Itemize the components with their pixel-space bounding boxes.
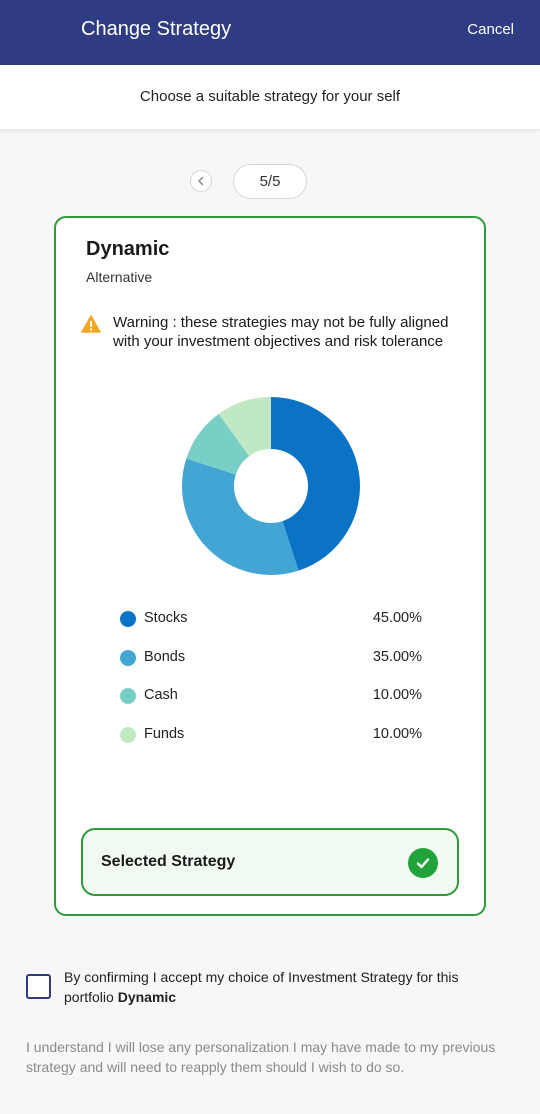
chevron-left-icon	[198, 176, 204, 186]
legend-value: 35.00%	[372, 648, 422, 665]
legend-label: Stocks	[144, 610, 188, 626]
cancel-button[interactable]: Cancel	[467, 21, 514, 38]
legend-item-funds: Funds 10.00%	[120, 724, 422, 763]
confirm-checkbox[interactable]	[26, 974, 51, 999]
legend-swatch	[120, 649, 136, 666]
legend-label: Funds	[144, 725, 185, 742]
confirm-strategy-name: Dynamic	[117, 988, 177, 1005]
legend-value: 10.00%	[372, 725, 422, 742]
warning-text: Warning : these strategies may not be fu…	[113, 314, 449, 350]
strategy-name: Dynamic	[86, 238, 170, 260]
legend-swatch	[120, 611, 136, 627]
page-title: Change Strategy	[81, 18, 232, 40]
selected-strategy-label: Selected Strategy	[101, 853, 236, 870]
legend-item-stocks: Stocks 45.00%	[120, 608, 422, 647]
donut-slice-stocks	[271, 397, 360, 571]
confirm-text[interactable]: By confirming I accept my choice of Inve…	[64, 968, 504, 1007]
legend-value: 45.00%	[372, 610, 422, 626]
subheader-text: Choose a suitable strategy for your self	[139, 88, 401, 105]
strategy-category: Alternative	[86, 269, 153, 285]
donut-slice-cash	[186, 413, 250, 475]
disclaimer-text: I understand I will lose any personaliza…	[26, 1039, 496, 1075]
legend-item-cash: Cash 10.00%	[120, 685, 422, 724]
confirm-statement: By confirming I accept my choice of Inve…	[64, 969, 459, 1005]
strategy-card[interactable]: Dynamic Alternative Warning : these stra…	[54, 216, 486, 916]
allocation-donut-chart	[182, 397, 360, 575]
legend-value: 10.00%	[372, 687, 422, 703]
legend-swatch	[120, 726, 136, 743]
donut-slice-bonds	[182, 458, 299, 575]
allocation-legend: Stocks 45.00% Bonds 35.00% Cash 10.00% F…	[120, 608, 422, 762]
legend-item-bonds: Bonds 35.00%	[120, 647, 422, 686]
legend-label: Cash	[144, 687, 178, 703]
selected-strategy-indicator[interactable]: Selected Strategy	[81, 828, 459, 896]
header-bar: Change Strategy Cancel	[0, 0, 540, 65]
page-indicator: 5/5	[233, 164, 307, 199]
legend-swatch	[120, 688, 136, 704]
subheader-bar: Choose a suitable strategy for your self	[0, 65, 540, 129]
checkmark-icon	[408, 848, 438, 878]
legend-label: Bonds	[144, 648, 186, 665]
previous-strategy-button[interactable]	[190, 170, 212, 192]
donut-slice-funds	[218, 397, 271, 457]
warning-triangle-icon	[81, 315, 101, 333]
